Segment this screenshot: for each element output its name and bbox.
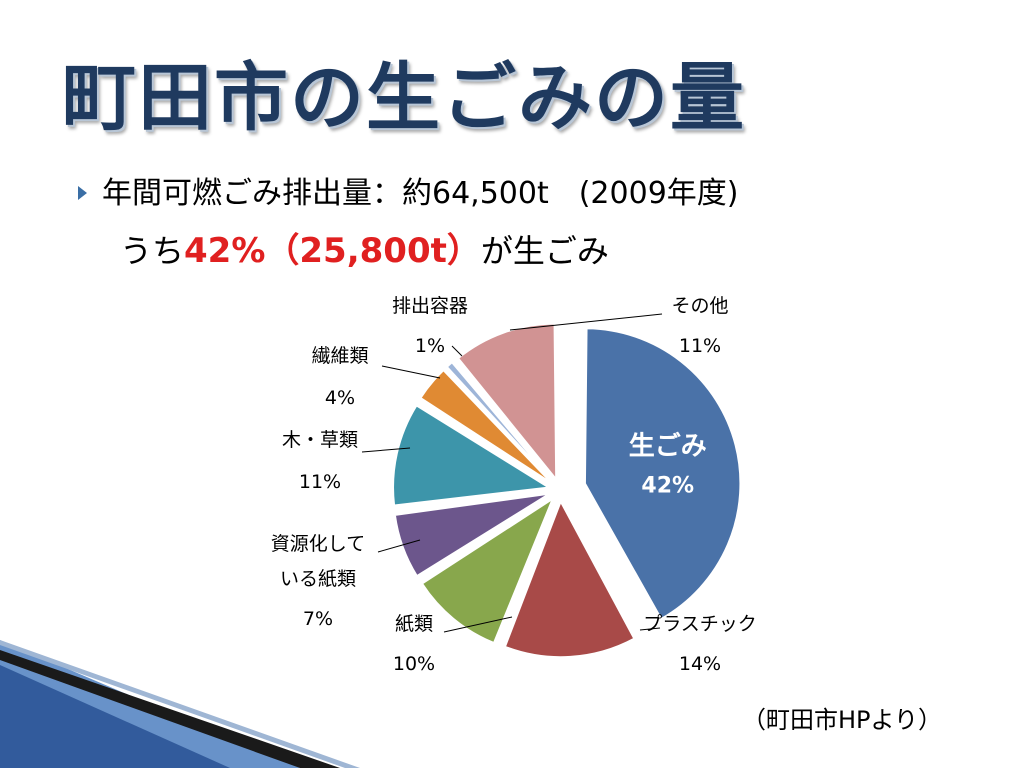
- pie-slice: [584, 327, 741, 620]
- leader-line: [443, 616, 513, 633]
- background-swoosh: [0, 640, 360, 768]
- bullet-line-2: うち42%（25,800t）が生ごみ: [120, 223, 609, 272]
- bullet-arrow-icon: [78, 186, 87, 200]
- slice-value-label: 11%: [299, 471, 341, 493]
- leader-line: [639, 627, 661, 631]
- slice-label: 資源化して: [271, 533, 365, 555]
- slice-label: いる紙類: [280, 568, 356, 590]
- leader-line: [451, 345, 463, 357]
- slice-label: 生ごみ: [629, 430, 707, 461]
- pie-slice: [394, 493, 550, 577]
- slice-value-label: 14%: [679, 653, 721, 675]
- page-title: 町田市の生ごみの量: [62, 55, 746, 141]
- pie-slice: [504, 500, 636, 658]
- slice-value-label: 42%: [641, 473, 694, 498]
- source-note: （町田市HPより）: [742, 706, 943, 734]
- slice-label: 紙類: [395, 613, 433, 635]
- leader-line: [509, 313, 663, 331]
- pie-slice: [392, 404, 551, 507]
- line2-highlight: 42%（25,800t）: [184, 231, 481, 271]
- line2-suffix: が生ごみ: [480, 232, 609, 270]
- line2-prefix: うち: [120, 232, 185, 270]
- slice-label: 木・草類: [282, 429, 358, 451]
- slice-value-label: 10%: [393, 653, 435, 675]
- leader-line: [381, 365, 441, 379]
- slice-label: プラスチック: [643, 613, 757, 635]
- slice-value-label: 1%: [415, 335, 445, 357]
- slice-label: その他: [671, 295, 728, 317]
- pie-slice: [446, 361, 553, 482]
- pie-slice: [419, 369, 552, 483]
- slice-value-label: 7%: [303, 608, 333, 630]
- leader-line: [361, 447, 411, 453]
- pie-chart: [392, 322, 741, 658]
- pie-slice: [457, 322, 557, 481]
- slice-label: 繊維類: [311, 345, 368, 367]
- leader-line: [377, 539, 421, 553]
- pie-slice: [421, 497, 554, 644]
- bullet-line-1: 年間可燃ごみ排出量：約64,500t (2009年度): [102, 176, 739, 211]
- slice-label: 排出容器: [392, 295, 468, 317]
- slice-value-label: 4%: [325, 387, 355, 409]
- slice-value-label: 11%: [679, 335, 721, 357]
